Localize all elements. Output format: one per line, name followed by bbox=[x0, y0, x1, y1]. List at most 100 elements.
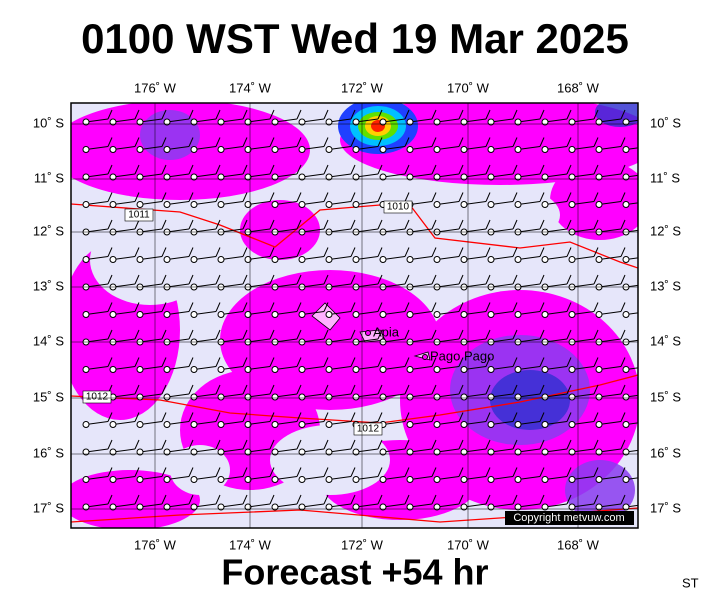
barb-station bbox=[460, 173, 468, 181]
barb bbox=[193, 283, 217, 288]
barb bbox=[566, 467, 572, 477]
barb bbox=[409, 338, 433, 343]
barb-station bbox=[406, 146, 414, 153]
barb bbox=[193, 201, 217, 205]
barb-station bbox=[298, 311, 306, 318]
barb-station bbox=[244, 503, 252, 511]
barb-station bbox=[487, 503, 495, 511]
barb bbox=[193, 503, 217, 508]
barb bbox=[220, 146, 244, 150]
barb bbox=[377, 302, 383, 312]
barb bbox=[517, 256, 541, 260]
barb bbox=[247, 366, 271, 370]
barb-station bbox=[244, 448, 252, 456]
barb-station bbox=[325, 256, 333, 263]
barb bbox=[242, 357, 248, 367]
barb bbox=[404, 137, 410, 147]
barb-station bbox=[541, 366, 549, 373]
barb bbox=[431, 384, 437, 395]
barb-station bbox=[514, 201, 522, 208]
barb bbox=[269, 357, 275, 367]
barb-station bbox=[163, 118, 171, 126]
barb-station bbox=[163, 311, 171, 318]
barb bbox=[512, 329, 518, 340]
barb bbox=[107, 357, 113, 367]
barb bbox=[382, 448, 406, 453]
barb-station bbox=[82, 201, 90, 208]
barb bbox=[620, 109, 626, 120]
barb-station bbox=[487, 393, 495, 401]
barb bbox=[544, 118, 568, 123]
barb-station bbox=[568, 256, 576, 263]
barb bbox=[188, 219, 194, 230]
barb-station bbox=[109, 421, 117, 428]
barb bbox=[571, 118, 595, 123]
barb bbox=[274, 366, 298, 370]
barb bbox=[539, 192, 545, 202]
barb bbox=[134, 192, 140, 202]
barb-station bbox=[325, 393, 333, 401]
barb bbox=[193, 338, 217, 343]
barb bbox=[161, 467, 167, 477]
barb bbox=[166, 256, 190, 260]
barb bbox=[242, 329, 248, 340]
barb-station bbox=[136, 393, 144, 401]
barb bbox=[188, 302, 194, 312]
barb bbox=[620, 219, 626, 230]
lat-label: 11˚ S bbox=[650, 170, 680, 185]
title: 0100 WST Wed 19 Mar 2025 bbox=[81, 15, 629, 62]
barb-station bbox=[244, 421, 252, 428]
barb bbox=[625, 422, 638, 425]
place-label: Apia bbox=[373, 324, 400, 339]
barb-station bbox=[82, 146, 90, 153]
lat-label: 17˚ S bbox=[650, 500, 681, 515]
barb bbox=[409, 173, 433, 178]
barb bbox=[323, 439, 329, 450]
barb-station bbox=[406, 118, 414, 126]
barb-station bbox=[460, 118, 468, 126]
barb bbox=[648, 413, 652, 422]
barb bbox=[166, 366, 190, 370]
barb bbox=[215, 109, 221, 120]
barb bbox=[220, 311, 244, 315]
barb-station bbox=[136, 448, 144, 456]
barb bbox=[544, 228, 568, 233]
barb bbox=[544, 338, 568, 343]
barb bbox=[539, 164, 545, 175]
barb bbox=[323, 109, 329, 120]
barb bbox=[539, 357, 545, 367]
barb bbox=[328, 146, 352, 150]
barb bbox=[134, 164, 140, 175]
barb bbox=[323, 329, 329, 340]
barb bbox=[296, 274, 302, 285]
barb bbox=[566, 219, 572, 230]
isobar-label-box bbox=[124, 208, 154, 222]
barb bbox=[512, 467, 518, 477]
barb bbox=[274, 338, 298, 343]
barb bbox=[512, 412, 518, 422]
barb bbox=[485, 329, 491, 340]
barb-station bbox=[622, 173, 630, 181]
barb bbox=[517, 366, 541, 370]
barb bbox=[485, 164, 491, 175]
barb bbox=[463, 283, 487, 288]
isobar-label: 1011 bbox=[128, 210, 150, 221]
barb bbox=[323, 192, 329, 202]
barb bbox=[139, 118, 163, 123]
barb bbox=[382, 476, 406, 480]
barb-station bbox=[433, 366, 441, 373]
barb-station bbox=[514, 118, 522, 126]
barb-station bbox=[595, 146, 603, 153]
barb bbox=[220, 338, 244, 343]
barb-station bbox=[568, 173, 576, 181]
barb bbox=[328, 173, 352, 178]
barb-station bbox=[460, 146, 468, 153]
barb bbox=[512, 164, 518, 175]
lon-label: 170˚ W bbox=[447, 80, 490, 95]
barb bbox=[404, 412, 410, 422]
barb-station bbox=[163, 476, 171, 483]
barb bbox=[220, 201, 244, 205]
barb bbox=[463, 146, 487, 150]
barb bbox=[517, 118, 541, 123]
barb bbox=[382, 338, 406, 343]
